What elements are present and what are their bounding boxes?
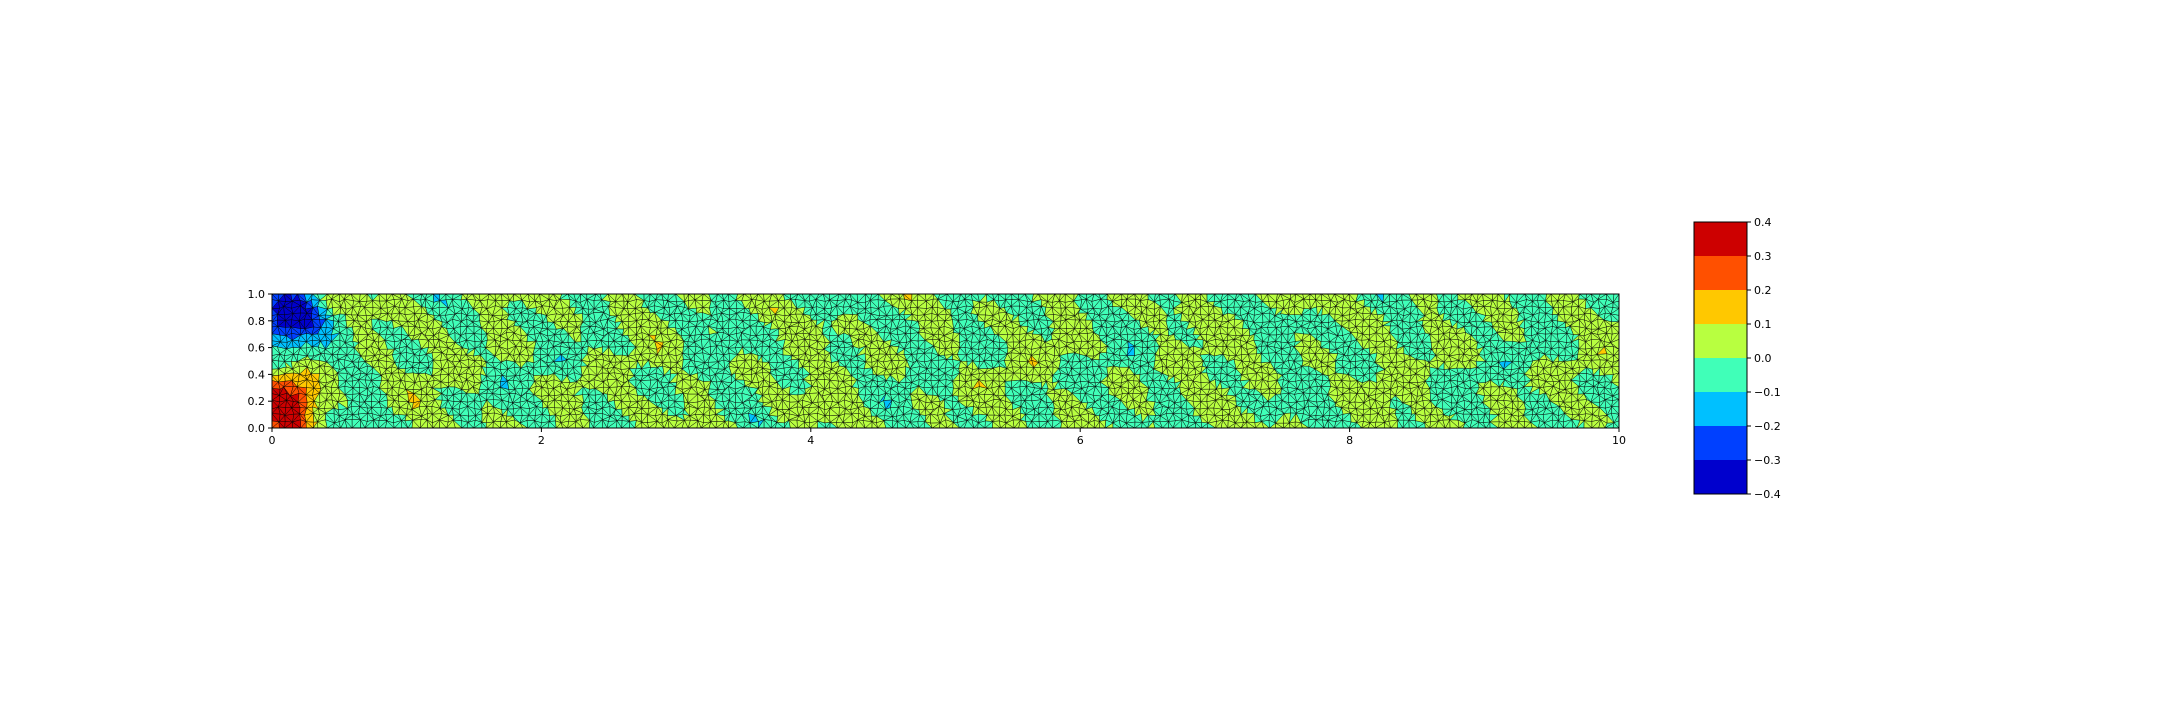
triangular-mesh [272,294,1619,428]
plot-area [271,293,1620,429]
